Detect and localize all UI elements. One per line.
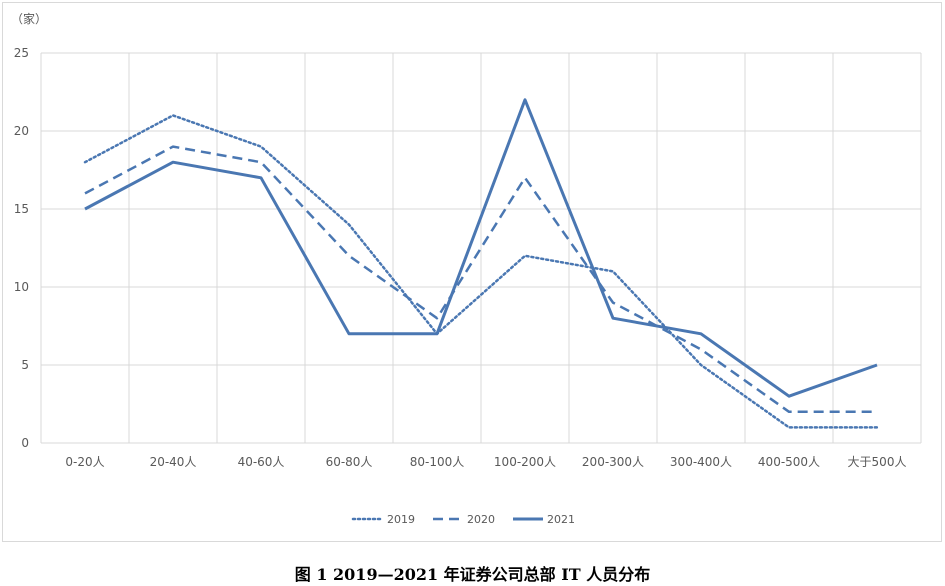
- legend-label-2020: 2020: [467, 513, 495, 526]
- series-line-2019: [83, 114, 879, 429]
- figure-caption: 图 1 2019—2021 年证券公司总部 IT 人员分布: [294, 565, 651, 584]
- x-tick-label: 80-100人: [410, 455, 465, 469]
- chart-frame: （家） 0 5 10 15 20 25 0-20人 20-40人 40-60人 60-80人 80…: [2, 2, 942, 542]
- x-tick-label: 100-200人: [494, 455, 556, 469]
- x-tick-label: 0-20人: [65, 455, 104, 469]
- y-tick-label: 20: [14, 124, 29, 138]
- x-tick-label: 200-300人: [582, 455, 644, 469]
- x-tick-label: 400-500人: [758, 455, 820, 469]
- x-tick-label: 40-60人: [238, 455, 285, 469]
- y-axis-ticks: 0 5 10 15 20 25: [14, 46, 29, 450]
- x-tick-label: 大于500人: [848, 455, 907, 469]
- legend: 2019 2020 2021: [351, 513, 575, 526]
- y-tick-label: 5: [21, 358, 29, 372]
- series-line-2021: [84, 98, 878, 398]
- y-tick-label: 15: [14, 202, 29, 216]
- y-tick-label: 25: [14, 46, 29, 60]
- x-tick-label: 60-80人: [326, 455, 373, 469]
- y-tick-label: 0: [21, 436, 29, 450]
- x-tick-label: 300-400人: [670, 455, 732, 469]
- y-axis-unit-label: （家）: [11, 11, 47, 26]
- line-chart: （家） 0 5 10 15 20 25 0-20人 20-40人 40-60人 60-80人 80…: [11, 11, 922, 526]
- series-line-2020: [84, 145, 877, 414]
- x-tick-label: 20-40人: [150, 455, 197, 469]
- x-axis-ticks: 0-20人 20-40人 40-60人 60-80人 80-100人 100-200人 20…: [65, 455, 906, 469]
- legend-label-2021: 2021: [547, 513, 575, 526]
- y-tick-label: 10: [14, 280, 29, 294]
- grid: [40, 52, 922, 444]
- legend-label-2019: 2019: [387, 513, 415, 526]
- series-lines: [83, 98, 879, 429]
